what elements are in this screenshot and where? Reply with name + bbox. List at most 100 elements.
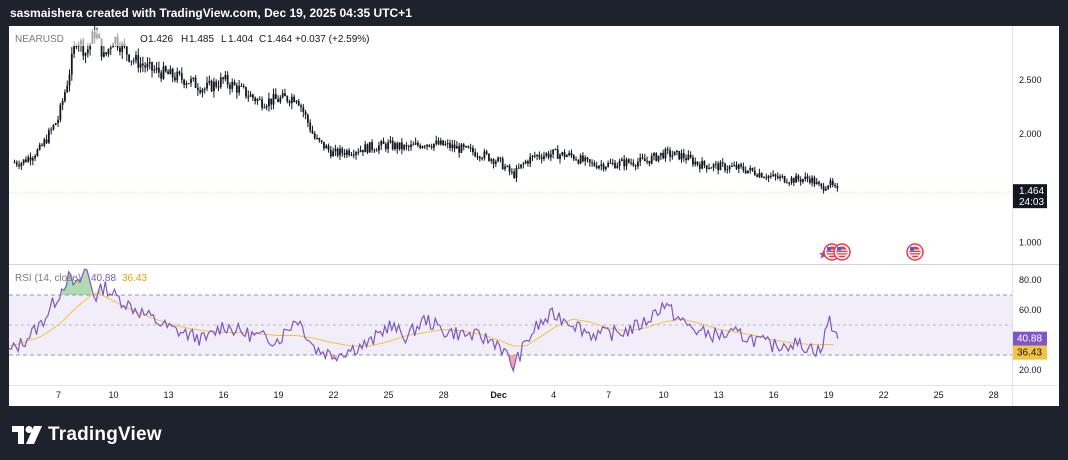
candle-body bbox=[625, 159, 628, 167]
price-tick-label: 1.000 bbox=[1019, 237, 1042, 247]
rsi-ma-tag bbox=[1013, 345, 1047, 360]
candle-body bbox=[634, 165, 637, 167]
candle-body bbox=[517, 167, 520, 169]
candle-body bbox=[323, 141, 325, 149]
candle-body bbox=[591, 162, 593, 164]
candle-body bbox=[364, 144, 367, 153]
candle-body bbox=[524, 161, 527, 164]
candle-body bbox=[288, 101, 291, 104]
candle-body bbox=[472, 147, 474, 153]
candle-body bbox=[698, 164, 701, 169]
candle-body bbox=[669, 150, 671, 157]
candle-body bbox=[501, 158, 504, 170]
candle-body bbox=[171, 68, 174, 78]
candle-body bbox=[572, 155, 575, 160]
time-tick-label: 13 bbox=[164, 390, 174, 400]
us-flag-event-icon-3[interactable] bbox=[906, 243, 924, 261]
candle-body bbox=[458, 146, 461, 153]
candle-body bbox=[474, 152, 477, 157]
candle-body bbox=[352, 154, 355, 156]
candle-body bbox=[781, 176, 784, 178]
candle-body bbox=[251, 94, 254, 98]
candle-body bbox=[483, 151, 486, 159]
rsi-title: RSI (14, close) bbox=[15, 273, 81, 284]
rsi-tick-label: 80.00 bbox=[1019, 275, 1042, 285]
candle-body bbox=[265, 106, 268, 108]
candle-body bbox=[215, 81, 218, 87]
candle-body bbox=[164, 66, 167, 72]
candle-body bbox=[380, 141, 383, 146]
candle-body bbox=[148, 62, 151, 64]
candle-body bbox=[609, 162, 612, 164]
candle-body bbox=[151, 62, 153, 71]
ohlc-open: 1.426 bbox=[148, 34, 173, 45]
candle-body bbox=[444, 144, 447, 146]
rsi-line bbox=[9, 268, 839, 373]
candle-body bbox=[329, 149, 332, 157]
candle-body bbox=[664, 149, 667, 159]
candle-body bbox=[128, 54, 131, 62]
candle-body bbox=[396, 143, 399, 150]
rsi-ma-line bbox=[9, 291, 835, 347]
candle-body bbox=[361, 149, 364, 153]
candle-body bbox=[38, 144, 41, 150]
symbol-legend[interactable]: NEARUSD O 1.426 H 1.485 L 1.404 C 1.464 … bbox=[11, 30, 451, 46]
time-tick-label: 22 bbox=[329, 390, 339, 400]
tradingview-logo[interactable]: TradingView bbox=[12, 424, 162, 446]
candle-body bbox=[57, 119, 59, 124]
candle-body bbox=[719, 162, 722, 171]
candle-body bbox=[643, 158, 646, 162]
candle-body bbox=[132, 60, 135, 62]
candle-body bbox=[533, 155, 536, 157]
candle-body bbox=[751, 167, 754, 171]
candle-body bbox=[178, 71, 181, 74]
time-axis[interactable]: 7 10 13 16 19 22 25 28 Dec 4 7 10 13 16 19 22 25 28 bbox=[56, 390, 999, 400]
candle-body bbox=[359, 149, 362, 152]
candle-body bbox=[442, 140, 445, 146]
candle-body bbox=[639, 157, 642, 162]
candle-body bbox=[245, 86, 247, 97]
candle-body bbox=[712, 164, 715, 168]
candle-body bbox=[174, 77, 176, 81]
ohlc-low-label: L bbox=[221, 34, 227, 45]
rsi-legend[interactable]: RSI (14, close) 40.88 36.43 bbox=[15, 273, 147, 284]
ohlc-open-label: O bbox=[140, 34, 148, 45]
candle-body bbox=[611, 162, 614, 164]
candle-body bbox=[714, 163, 717, 165]
candle-body bbox=[187, 83, 190, 85]
candle-body bbox=[86, 49, 89, 54]
candle-body bbox=[703, 160, 706, 166]
candle-body bbox=[538, 154, 541, 158]
candle-body bbox=[740, 164, 742, 167]
candle-body bbox=[604, 166, 607, 170]
candle-body bbox=[371, 142, 373, 150]
time-tick-label: Dec bbox=[490, 390, 507, 400]
candle-body bbox=[426, 144, 428, 147]
ohlc-close: 1.464 bbox=[267, 34, 292, 45]
candle-body bbox=[540, 157, 543, 159]
candle-body bbox=[765, 177, 768, 179]
candle-body bbox=[568, 152, 571, 156]
candle-body bbox=[829, 180, 832, 186]
candle-body bbox=[731, 165, 733, 167]
rsi-pane[interactable]: 80.00 60.00 20.00 40.88 36.43 RSI (14, clo… bbox=[9, 268, 1047, 375]
candle-body bbox=[213, 81, 215, 92]
candle-body bbox=[119, 47, 121, 52]
candle-body bbox=[261, 99, 263, 108]
rsi-axis[interactable]: 80.00 60.00 20.00 bbox=[1019, 275, 1042, 375]
candle-body bbox=[494, 161, 497, 164]
bar-countdown: 24:03 bbox=[1019, 197, 1044, 208]
candle-body bbox=[497, 157, 500, 162]
candle-body bbox=[368, 142, 371, 153]
candle-body bbox=[756, 174, 759, 177]
tradingview-logo-icon bbox=[12, 426, 42, 444]
candle-body bbox=[73, 46, 75, 54]
candle-body bbox=[749, 167, 752, 171]
candle-body bbox=[332, 151, 334, 157]
candle-body bbox=[799, 179, 802, 182]
us-flag-event-icon-2[interactable] bbox=[833, 243, 851, 261]
